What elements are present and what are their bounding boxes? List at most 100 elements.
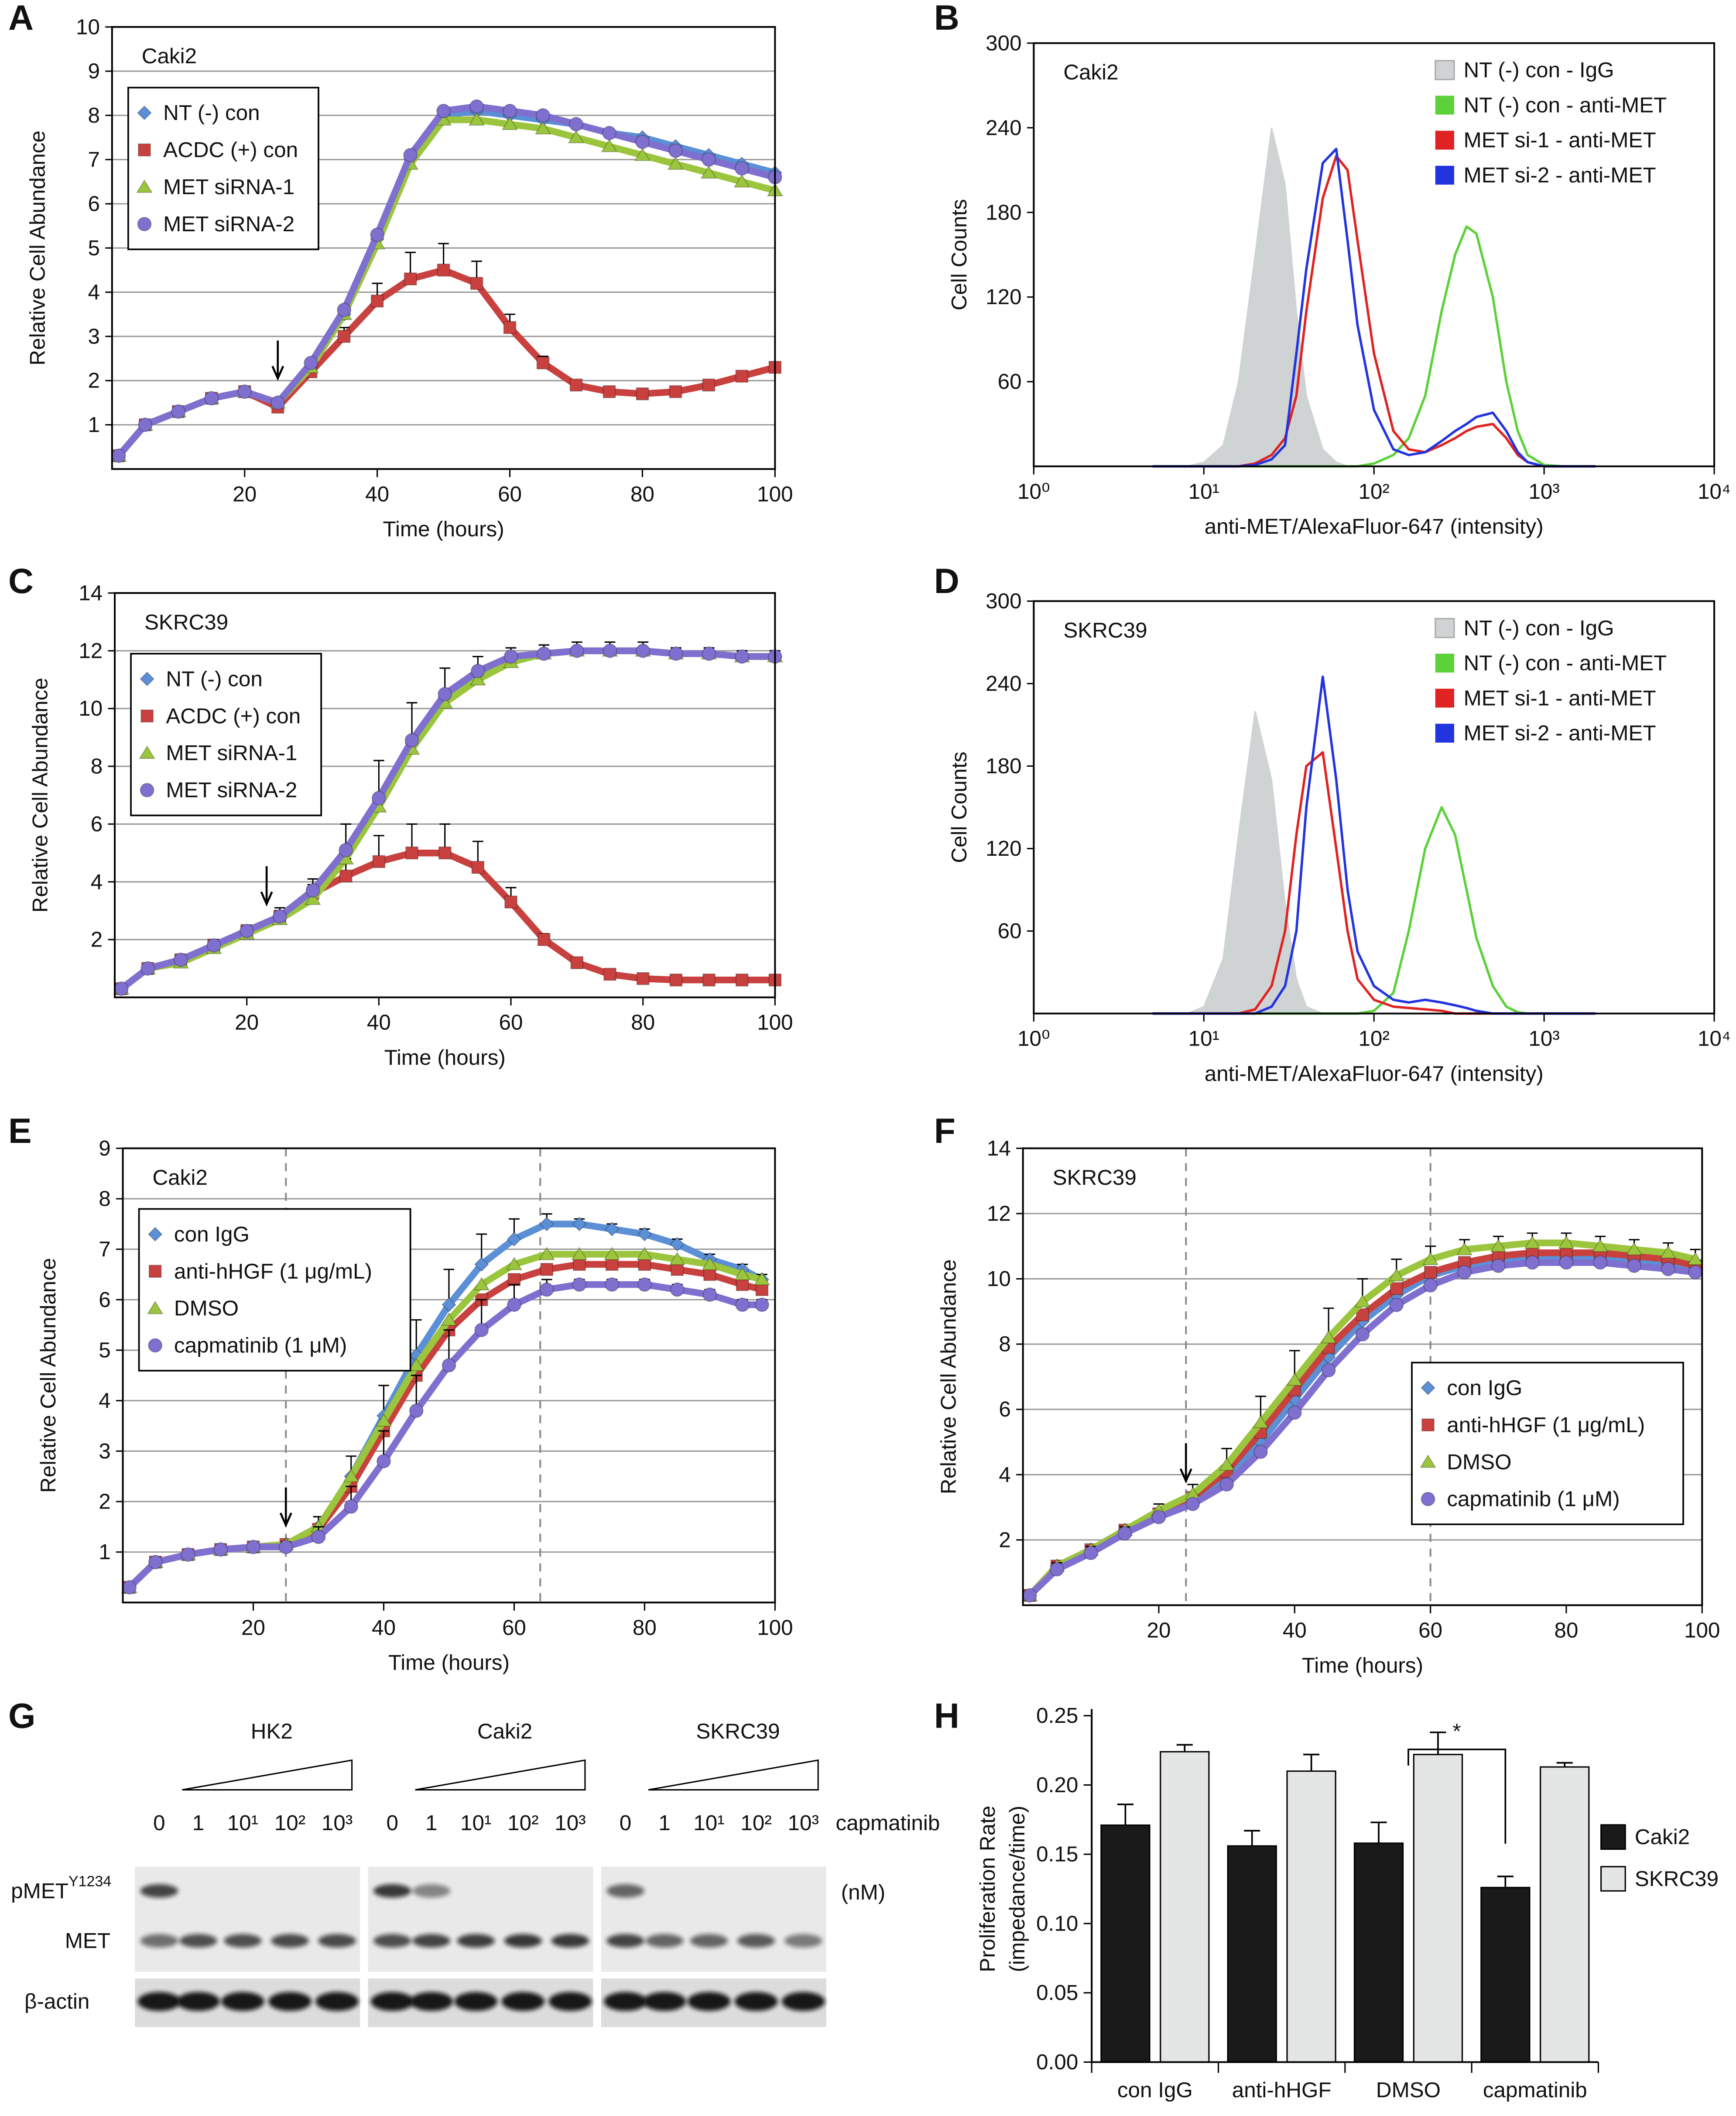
dose-label: 10³ xyxy=(788,1811,819,1835)
x-axis-label: Time (hours) xyxy=(1302,1653,1423,1677)
marker xyxy=(1421,1418,1435,1432)
marker xyxy=(702,646,716,661)
dose-label: 10¹ xyxy=(693,1811,724,1835)
marker xyxy=(339,869,353,883)
x-tick-label: capmatinib xyxy=(1483,2078,1587,2102)
y-tick-label: 300 xyxy=(986,589,1021,613)
marker xyxy=(1558,1235,1575,1249)
y-tick-label: 60 xyxy=(998,919,1022,943)
marker xyxy=(469,99,484,114)
marker xyxy=(436,103,451,118)
marker xyxy=(534,121,551,135)
bar xyxy=(1160,1751,1210,2063)
y-tick-label: 3 xyxy=(99,1439,110,1463)
marker xyxy=(570,956,584,969)
band xyxy=(737,1934,775,1948)
legend-label: MET si-2 - anti-MET xyxy=(1464,163,1656,187)
x-tick-label: 10⁰ xyxy=(1017,1027,1050,1051)
legend-box xyxy=(1411,1362,1684,1525)
chart-title: SKRC39 xyxy=(144,610,228,634)
y-axis-label: Relative Cell Abundance xyxy=(28,678,52,912)
arrow xyxy=(1179,1443,1192,1484)
marker xyxy=(372,855,386,868)
y-tick-label: 60 xyxy=(998,370,1022,394)
marker xyxy=(147,1227,163,1242)
band xyxy=(318,1934,356,1948)
dose-label: 10¹ xyxy=(460,1811,491,1835)
band xyxy=(606,1884,644,1898)
marker xyxy=(539,1217,554,1231)
marker xyxy=(1022,1588,1037,1603)
y-tick-label: 12 xyxy=(987,1202,1011,1226)
band xyxy=(604,1992,647,2011)
band xyxy=(370,1992,414,2011)
legend-swatch xyxy=(1435,689,1455,708)
row-label: β-actin xyxy=(24,1989,89,2013)
dose-label: 0 xyxy=(153,1811,165,1835)
error-bar xyxy=(1303,1753,1320,1771)
group-label: Caki2 xyxy=(477,1719,532,1743)
marker xyxy=(311,1530,326,1544)
plot-frame xyxy=(1033,42,1715,467)
marker xyxy=(1117,1526,1132,1541)
arrow xyxy=(279,1487,292,1528)
y-axis-label: Relative Cell Abundance xyxy=(25,130,49,365)
y-tick-label: 5 xyxy=(88,236,100,260)
legend-label: NT (-) con - IgG xyxy=(1464,616,1614,640)
marker xyxy=(337,302,352,317)
legend-label: ACDC (+) con xyxy=(166,704,301,728)
marker xyxy=(304,356,318,370)
dose-label: 1 xyxy=(192,1811,204,1835)
band xyxy=(140,1884,178,1898)
x-axis-label: anti-MET/AlexaFluor-647 (intensity) xyxy=(1205,1062,1544,1086)
marker xyxy=(603,643,617,658)
marker xyxy=(636,972,650,985)
marker xyxy=(140,783,154,798)
legend-label: con IgG xyxy=(1447,1376,1522,1400)
marker xyxy=(474,1257,489,1272)
marker xyxy=(240,923,254,938)
legend-label: ACDC (+) con xyxy=(163,138,298,162)
marker xyxy=(571,1247,588,1260)
x-tick-label: 10³ xyxy=(1528,1027,1559,1051)
x-tick-label: anti-hHGF xyxy=(1232,2078,1332,2102)
x-tick-label: 10⁴ xyxy=(1698,480,1731,504)
marker xyxy=(370,227,385,242)
x-tick-label: 20 xyxy=(1147,1619,1171,1643)
dose-label: 10² xyxy=(740,1811,771,1835)
marker xyxy=(506,1257,523,1270)
y-tick-label: 2 xyxy=(999,1528,1010,1552)
y-tick-label: 240 xyxy=(986,672,1021,696)
marker xyxy=(140,961,155,976)
x-axis-label: Time (hours) xyxy=(383,517,504,541)
chart-title: SKRC39 xyxy=(1053,1166,1137,1190)
y-tick-label: 9 xyxy=(99,1136,110,1160)
dose-label: 1 xyxy=(425,1811,437,1835)
chart-title: SKRC39 xyxy=(1063,618,1147,642)
y-tick-label: 8 xyxy=(999,1332,1010,1356)
panel-label: G xyxy=(8,1697,35,1736)
marker xyxy=(1321,1363,1336,1378)
legend-label: MET siRNA-1 xyxy=(163,175,294,199)
marker xyxy=(148,1265,162,1278)
marker xyxy=(237,384,252,399)
y-tick-label: 180 xyxy=(986,200,1021,224)
legend-label: NT (-) con xyxy=(163,101,260,125)
marker xyxy=(734,1267,751,1280)
band xyxy=(315,1992,359,2011)
row-label-text: pMET xyxy=(11,1879,68,1903)
y-tick-label: 8 xyxy=(88,103,100,127)
marker xyxy=(667,156,684,170)
y-tick-label: 6 xyxy=(99,1288,110,1312)
marker xyxy=(1389,1298,1404,1312)
legend-label: MET siRNA-2 xyxy=(166,778,297,802)
marker xyxy=(602,126,616,141)
y-tick-label: 12 xyxy=(79,639,103,663)
marker xyxy=(137,217,152,231)
panel-label: E xyxy=(8,1111,32,1151)
marker xyxy=(736,1278,749,1291)
marker xyxy=(507,1297,521,1312)
legend-label: DMSO xyxy=(1447,1450,1511,1474)
marker xyxy=(213,1542,228,1557)
x-tick-label: 60 xyxy=(1418,1619,1442,1643)
